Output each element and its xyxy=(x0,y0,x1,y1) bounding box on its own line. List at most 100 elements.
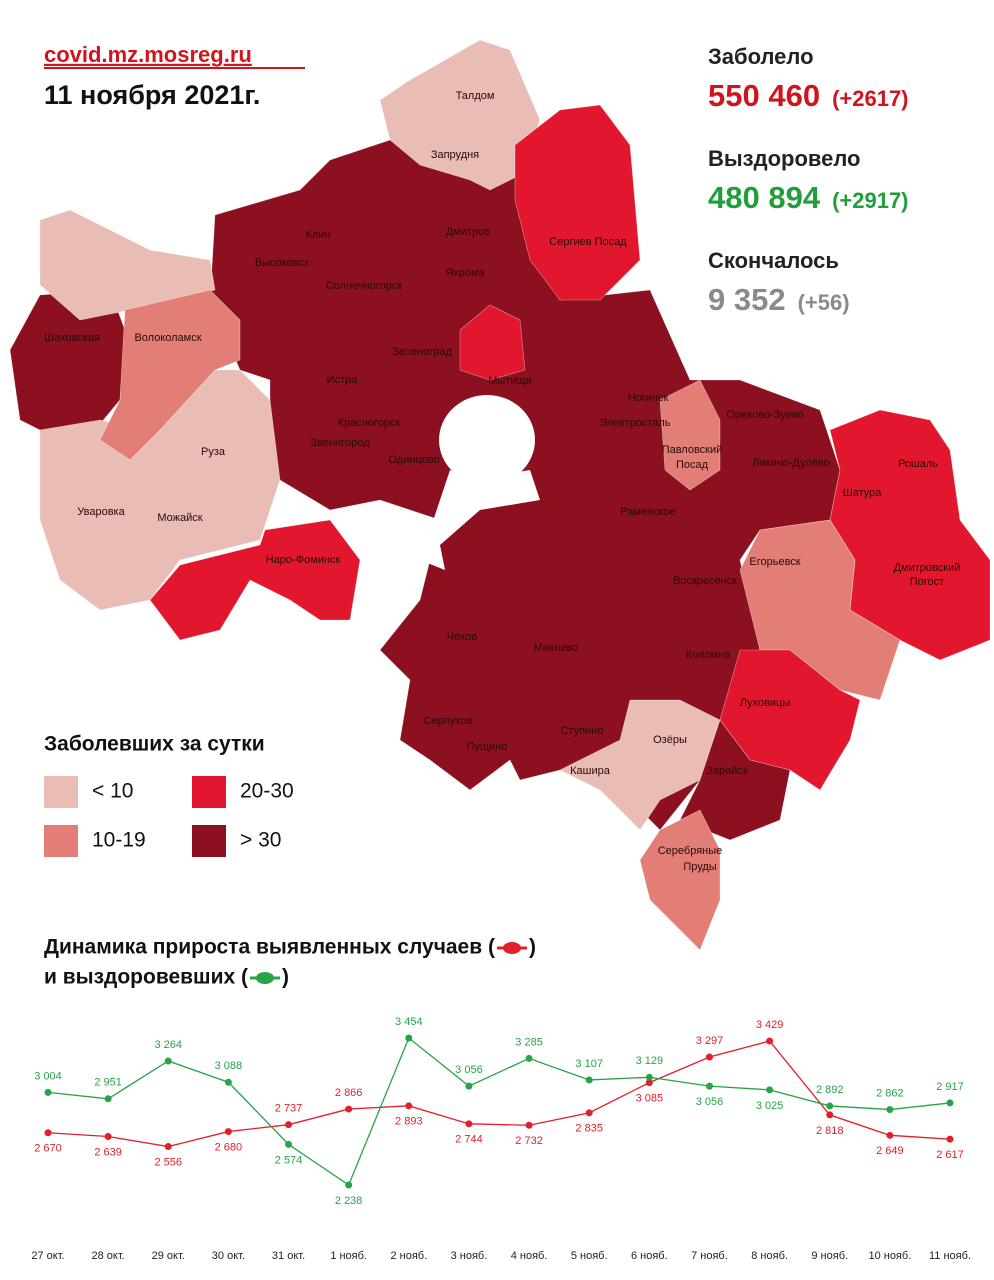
chart-title: Динамика прироста выявленных случаев ( xyxy=(44,936,495,959)
point xyxy=(164,1143,172,1151)
value-label: 2 892 xyxy=(816,1084,844,1096)
map-label: Мытищи xyxy=(488,375,531,387)
value-label: 3 004 xyxy=(34,1070,62,1082)
point xyxy=(766,1086,774,1094)
stat-value: 480 894 xyxy=(708,180,821,215)
x-tick-label: 7 нояб. xyxy=(691,1250,728,1262)
value-label: 3 129 xyxy=(636,1055,664,1067)
map-label: Серебряные xyxy=(658,845,723,857)
point xyxy=(405,1102,413,1110)
map-label: Солнечногорск xyxy=(326,280,402,292)
map-label: Звенигород xyxy=(310,437,370,449)
value-label: 3 025 xyxy=(756,1100,784,1112)
point xyxy=(585,1109,593,1117)
stat-delta: (+2917) xyxy=(832,188,908,213)
map-label: Можайск xyxy=(157,512,202,524)
site-link: covid.mz.mosreg.ru xyxy=(44,42,252,67)
x-tick-label: 3 нояб. xyxy=(451,1250,488,1262)
map-region xyxy=(149,519,361,641)
stat-delta: (+2617) xyxy=(832,86,908,111)
map-label: Шатура xyxy=(843,487,883,499)
map-label: Сергиев Посад xyxy=(549,236,627,248)
legend-label: 20-30 xyxy=(240,780,294,803)
map-label: Истра xyxy=(327,374,359,386)
stats: Заболело 550 460 (+2617) Выздоровело 480 894… xyxy=(708,44,909,317)
legend: Заболевших за сутки < 10 10-19 20-30 > 30 xyxy=(44,733,294,857)
moscow xyxy=(420,470,540,570)
map-label: Ликино-Дулёво xyxy=(752,457,830,469)
value-label: 2 238 xyxy=(335,1195,363,1207)
value-label: 3 264 xyxy=(155,1039,183,1051)
point xyxy=(826,1102,834,1110)
value-label: 2 670 xyxy=(34,1143,62,1155)
value-label: 3 107 xyxy=(575,1058,603,1070)
value-label: 2 737 xyxy=(275,1103,303,1115)
map-label: Кашира xyxy=(570,765,611,777)
stat-label: Заболело xyxy=(708,44,814,69)
value-label: 2 866 xyxy=(335,1087,363,1099)
x-tick-label: 29 окт. xyxy=(152,1250,185,1262)
legend-label: < 10 xyxy=(92,780,133,803)
point xyxy=(525,1121,533,1129)
map-label: Орехово-Зуево xyxy=(726,409,804,421)
map-label: Волоколамск xyxy=(134,332,201,344)
map-label: Ногинск xyxy=(628,392,669,404)
x-tick-label: 4 нояб. xyxy=(511,1250,548,1262)
map-label: Коломна xyxy=(686,649,732,661)
x-tick-label: 8 нояб. xyxy=(751,1250,788,1262)
chart-title: ) xyxy=(529,936,536,959)
value-label: 3 297 xyxy=(696,1035,724,1047)
value-label: 2 680 xyxy=(215,1141,243,1153)
date: 11 ноября 2021г. xyxy=(44,80,260,110)
legend-swatch xyxy=(44,776,78,808)
point xyxy=(224,1078,232,1086)
map-label: Высоковск xyxy=(255,257,309,269)
legend-swatch xyxy=(44,825,78,857)
map-label: Яхрома xyxy=(445,267,485,279)
value-label: 2 744 xyxy=(455,1134,483,1146)
map-region xyxy=(99,289,241,461)
map-label: Серпухов xyxy=(424,715,473,727)
legend-label: > 30 xyxy=(240,829,281,852)
point xyxy=(405,1034,413,1042)
point xyxy=(946,1135,954,1143)
x-tick-label: 28 окт. xyxy=(92,1250,125,1262)
map-label: Красногорск xyxy=(338,417,401,429)
legend-swatch xyxy=(192,776,226,808)
point xyxy=(44,1088,52,1096)
map-label: Егорьевск xyxy=(749,556,800,568)
map-label: Пруды xyxy=(683,861,716,873)
legend-swatch xyxy=(192,825,226,857)
map-label: Шаховская xyxy=(44,332,100,344)
x-tick-label: 9 нояб. xyxy=(811,1250,848,1262)
point xyxy=(164,1057,172,1065)
moscow xyxy=(439,395,535,485)
map-region xyxy=(639,809,721,951)
value-label: 2 917 xyxy=(936,1081,964,1093)
x-tick-label: 30 окт. xyxy=(212,1250,245,1262)
value-label: 2 862 xyxy=(876,1087,904,1099)
map-label: Дмитров xyxy=(446,226,490,238)
stat-value: 9 352 xyxy=(708,282,786,317)
x-tick-label: 5 нояб. xyxy=(571,1250,608,1262)
x-tick-label: 2 нояб. xyxy=(390,1250,427,1262)
value-label: 2 951 xyxy=(94,1077,122,1089)
value-label: 2 835 xyxy=(575,1123,603,1135)
map-label: Клин xyxy=(305,229,330,241)
legend-icon xyxy=(502,942,521,954)
point xyxy=(585,1076,593,1084)
point xyxy=(826,1111,834,1119)
map-label: Наро-Фоминск xyxy=(266,554,341,566)
map-label: Ступино xyxy=(561,725,604,737)
point xyxy=(645,1073,653,1081)
point xyxy=(705,1053,713,1061)
value-label: 3 454 xyxy=(395,1016,423,1028)
map-label: Павловский xyxy=(662,444,723,456)
x-tick-label: 31 окт. xyxy=(272,1250,305,1262)
point xyxy=(465,1082,473,1090)
value-label: 2 893 xyxy=(395,1116,423,1128)
point xyxy=(525,1054,533,1062)
point xyxy=(224,1128,232,1136)
map-label: Михнево xyxy=(534,642,579,654)
